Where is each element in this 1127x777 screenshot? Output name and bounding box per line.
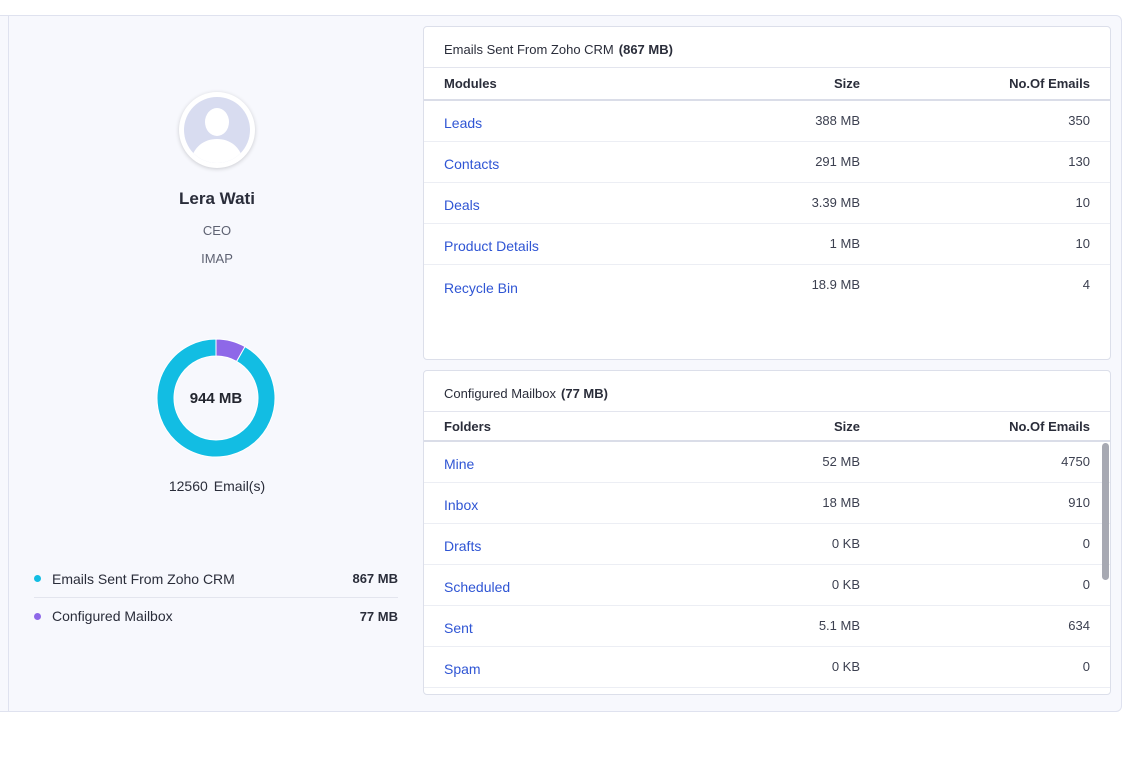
table-row: Leads 388 MB 350 [424,101,1110,142]
table-row: Recycle Bin 18.9 MB 4 [424,265,1110,306]
legend-label: Emails Sent From Zoho CRM [52,570,235,587]
user-role: CEO [202,223,232,238]
folder-link-mine[interactable]: Mine [444,456,475,472]
row-count: 0 [1082,658,1090,674]
card-title: Emails Sent From Zoho CRM (867 MB) [424,27,1110,67]
user-avatar-icon [184,97,250,163]
chart-legend: Emails Sent From Zoho CRM 867 MB Configu… [34,560,398,634]
table-row: Scheduled 0 KB 0 [424,565,1110,606]
total-storage-size: 944 MB [189,389,243,407]
row-size: 1 MB [829,235,860,251]
row-count: 10 [1075,194,1090,210]
column-header-count: No.Of Emails [1009,76,1090,91]
legend-label: Configured Mailbox [52,608,173,624]
module-link-contacts[interactable]: Contacts [444,156,500,172]
table-row: Sent 5.1 MB 634 [424,606,1110,647]
module-link-leads[interactable]: Leads [444,115,483,131]
table-row: Inbox 18 MB 910 [424,483,1110,524]
row-size: 291 MB [815,153,860,169]
account-type: IMAP [201,251,233,266]
legend-dot [34,612,41,620]
row-count: 910 [1068,494,1090,510]
row-count: 10 [1075,235,1090,251]
row-size: 0 KB [831,658,860,674]
donut-slice-mailbox[interactable] [215,338,246,363]
row-size: 388 MB [815,112,860,128]
table-row: Product Details 1 MB 10 [424,224,1110,265]
legend-dot [34,575,41,582]
folder-link-sent[interactable]: Sent [444,620,473,636]
column-header-modules: Modules [444,76,497,91]
module-link-product-details[interactable]: Product Details [444,238,539,254]
email-count-label: Email(s) [213,478,266,494]
legend-size: 77 MB [359,608,398,624]
email-total: 12560 Email(s) [36,478,398,494]
column-header-size: Size [833,418,860,434]
legend-item-sent: Emails Sent From Zoho CRM 867 MB [34,560,398,597]
table-header: Folders Size No.Of Emails [424,411,1110,442]
row-count: 0 [1082,576,1090,592]
card-title-text: Emails Sent From Zoho CRM [444,42,614,57]
row-size: 0 KB [831,535,860,551]
column-header-size: Size [833,76,860,91]
mailbox-table-scrollbar[interactable] [1102,443,1109,580]
card-total-size: (77 MB) [561,386,608,401]
user-name: Lera Wati [179,189,255,208]
table-header: Modules Size No.Of Emails [424,67,1110,101]
row-count: 0 [1082,535,1090,551]
folder-link-spam[interactable]: Spam [444,661,481,677]
sent-emails-card: Emails Sent From Zoho CRM (867 MB) Module… [423,26,1111,360]
row-count: 4 [1082,277,1090,292]
donut-slice-sent[interactable] [156,338,276,458]
user-profile: Lera Wati CEO IMAP [36,92,398,266]
email-count: 12560 [168,478,208,494]
legend-item-mailbox: Configured Mailbox 77 MB [34,597,398,634]
table-row: Contacts 291 MB 130 [424,142,1110,183]
storage-donut-chart: 944 MB [156,338,276,458]
module-link-recycle-bin[interactable]: Recycle Bin [444,279,518,296]
row-size: 5.1 MB [818,617,860,633]
table-row: Mine 52 MB 4750 [424,442,1110,483]
module-link-deals[interactable]: Deals [444,197,480,213]
table-row: Spam 0 KB 0 [424,647,1110,688]
column-header-count: No.Of Emails [1009,418,1090,434]
row-size: 52 MB [822,453,860,469]
folder-link-inbox[interactable]: Inbox [444,497,479,513]
column-header-folders: Folders [444,418,491,434]
row-size: 18 MB [822,494,860,510]
folder-link-drafts[interactable]: Drafts [444,538,482,554]
row-count: 634 [1068,617,1090,633]
row-count: 130 [1068,153,1090,169]
row-size: 18.9 MB [811,277,860,292]
configured-mailbox-card: Configured Mailbox (77 MB) Folders Size N… [423,370,1111,695]
row-size: 3.39 MB [811,194,860,210]
row-size: 0 KB [831,576,860,592]
card-total-size: (867 MB) [618,42,673,57]
card-title-text: Configured Mailbox [444,386,557,401]
table-row: Deals 3.39 MB 10 [424,183,1110,224]
legend-size: 867 MB [352,571,398,586]
row-count: 350 [1068,112,1090,128]
card-title: Configured Mailbox (77 MB) [424,371,1110,411]
folder-link-scheduled[interactable]: Scheduled [444,579,511,595]
table-row: Drafts 0 KB 0 [424,524,1110,565]
panel-divider [8,15,9,712]
row-count: 4750 [1061,453,1090,469]
avatar [179,92,255,168]
